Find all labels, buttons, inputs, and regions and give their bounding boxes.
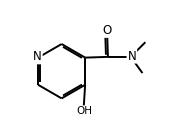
Text: N: N xyxy=(33,50,42,63)
Text: OH: OH xyxy=(76,106,92,116)
Text: O: O xyxy=(103,24,112,37)
Text: N: N xyxy=(128,50,136,63)
